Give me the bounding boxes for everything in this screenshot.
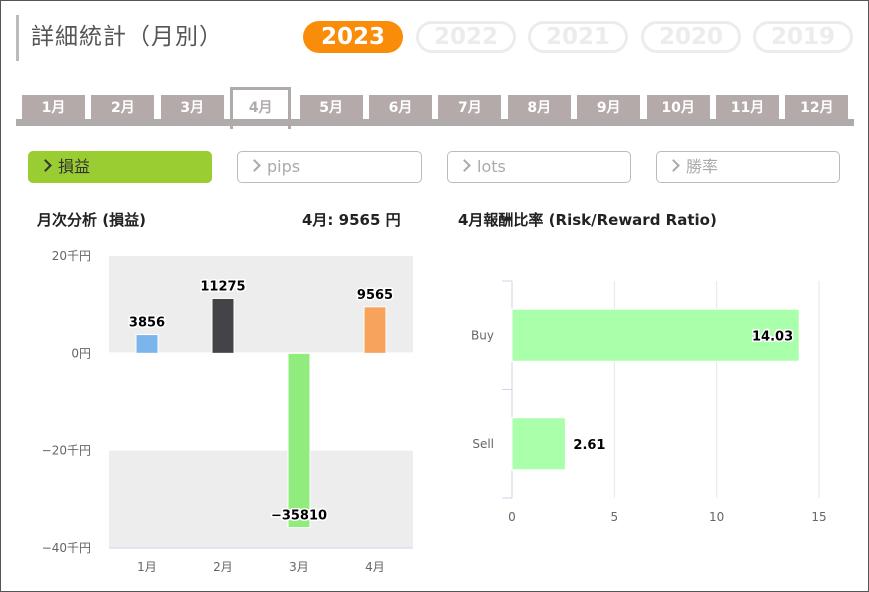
x-tick-label: 4月 — [365, 560, 385, 574]
data-label: 14.03 — [752, 329, 793, 344]
chevron-right-icon — [39, 159, 52, 172]
metric-label: 損益 — [58, 157, 91, 176]
x-tick-label: 5 — [611, 510, 619, 524]
month-summary: 4月: 9565 円 — [302, 211, 401, 229]
plot-band — [109, 256, 413, 354]
data-label: 3856 — [129, 316, 165, 331]
month-tab-1[interactable]: 1月 — [22, 95, 85, 119]
chevron-right-icon — [248, 159, 261, 172]
bar — [511, 417, 566, 471]
pips-button[interactable]: pips — [237, 151, 422, 183]
year-tab-2022[interactable]: 2022 — [416, 21, 516, 53]
monthly-pnl-chart: 20千円 0円 −20千円 −40千円 3856 1月 11275 2月 −35810 3月 956… — [42, 249, 413, 574]
y-tick-label: 20千円 — [52, 249, 91, 263]
y-tick-label: Sell — [472, 437, 494, 451]
tab-strip — [16, 119, 854, 126]
metric-label: pips — [267, 157, 301, 176]
y-tick-label: Buy — [471, 328, 494, 342]
month-tab-6[interactable]: 6月 — [369, 95, 432, 119]
lots-button[interactable]: lots — [447, 151, 631, 183]
month-tab-5[interactable]: 5月 — [299, 95, 363, 119]
month-tab-3[interactable]: 3月 — [160, 95, 224, 119]
x-tick-label: 10 — [709, 510, 724, 524]
pnl-button[interactable]: 損益 — [28, 151, 212, 183]
month-tab-8[interactable]: 8月 — [507, 95, 571, 119]
month-tab-2[interactable]: 2月 — [91, 95, 155, 119]
x-tick-label: 2月 — [213, 560, 233, 574]
y-tick-label: 0円 — [71, 346, 91, 360]
year-tab-2019[interactable]: 2019 — [753, 21, 853, 53]
chevron-right-icon — [458, 159, 471, 172]
x-tick-label: 1月 — [137, 560, 157, 574]
month-tab-7[interactable]: 7月 — [438, 95, 502, 119]
bar — [135, 334, 159, 354]
data-label: −35810 — [271, 509, 327, 524]
bar — [287, 352, 311, 529]
y-tick-label: −40千円 — [42, 541, 91, 555]
chevron-right-icon — [667, 159, 680, 172]
x-tick-label: 3月 — [289, 560, 309, 574]
data-label: 11275 — [200, 279, 245, 294]
data-label: 2.61 — [573, 438, 605, 453]
x-tick-label: 15 — [811, 510, 826, 524]
year-tab-2020[interactable]: 2020 — [641, 21, 741, 53]
data-label: 9565 — [357, 288, 393, 303]
plot-band — [109, 450, 413, 548]
page-title: 詳細統計（月別） — [31, 24, 223, 50]
x-tick-label: 0 — [508, 510, 516, 524]
year-tab-2021[interactable]: 2021 — [528, 21, 628, 53]
left-chart-title: 月次分析 (損益) — [37, 211, 146, 229]
year-tab-2023[interactable]: 2023 — [303, 21, 403, 53]
month-tab-12[interactable]: 12月 — [785, 95, 849, 119]
title-bar: 詳細統計（月別） — [16, 15, 223, 61]
win-rate-button[interactable]: 勝率 — [656, 151, 840, 183]
metric-label: 勝率 — [686, 157, 719, 176]
month-tab-11[interactable]: 11月 — [716, 95, 779, 119]
month-tab-9[interactable]: 9月 — [577, 95, 641, 119]
bar — [363, 306, 387, 354]
bar — [511, 308, 800, 362]
plot-band — [109, 353, 413, 451]
month-tab-10[interactable]: 10月 — [646, 95, 710, 119]
y-tick-label: −20千円 — [42, 444, 91, 458]
risk-reward-chart: 0 5 10 15 Buy 14.03 Sell 2.61 — [471, 280, 827, 524]
metric-label: lots — [477, 157, 506, 176]
right-chart-title: 4月報酬比率 (Risk/Reward Ratio) — [458, 211, 717, 229]
bar — [211, 297, 235, 354]
